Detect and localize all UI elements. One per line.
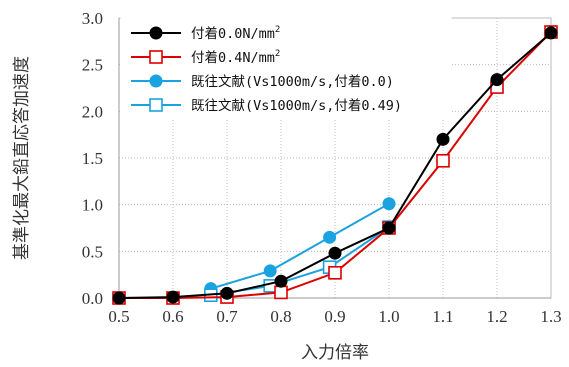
series-1	[112, 26, 558, 305]
legend-label: 既往文献(Vs1000m/s,付着0.0)	[191, 73, 394, 90]
tick-labels: 0.5 0.6 0.7 0.8 0.9 1.0 1.1 1.2 1.3 0.0 0.5 1.0 1.5 2…	[82, 9, 562, 326]
y-tick-label: 2.5	[82, 56, 103, 75]
x-tick-label: 0.6	[162, 307, 183, 326]
series-layer	[112, 25, 558, 305]
data-point	[274, 274, 288, 288]
data-point	[323, 230, 337, 244]
legend-item: 既往文献(Vs1000m/s,付着0.0)	[131, 73, 394, 90]
legend-marker	[149, 74, 163, 88]
legend-item: 付着0.0N/mm2	[131, 25, 280, 42]
x-axis-title: 入力倍率	[301, 343, 369, 363]
legend-marker	[149, 50, 163, 64]
data-point	[544, 26, 558, 40]
data-point	[328, 246, 342, 260]
data-point	[436, 154, 450, 168]
legend-label: 付着0.4N/mm2	[191, 49, 280, 66]
y-tick-label: 0.5	[82, 242, 103, 261]
legend-box	[120, 17, 452, 119]
y-tick-label: 2.0	[82, 102, 103, 121]
data-point	[490, 73, 504, 87]
x-tick-label: 0.8	[270, 307, 291, 326]
series-line	[210, 202, 390, 290]
data-point	[112, 291, 126, 305]
data-point	[328, 265, 342, 280]
x-tick-label: 1.0	[378, 307, 399, 326]
x-tick-label: 0.7	[216, 307, 238, 326]
x-tick-label: 1.1	[432, 307, 453, 326]
y-axis-title: 基準化最大鉛直応答加速度	[12, 56, 32, 260]
y-tick-label: 1.5	[82, 149, 103, 168]
data-point	[166, 290, 180, 304]
legend-marker	[149, 98, 163, 112]
legend-item: 付着0.4N/mm2	[131, 49, 280, 66]
x-tick-label: 1.3	[540, 307, 561, 326]
data-point	[382, 197, 396, 211]
y-tick-label: 3.0	[82, 9, 103, 28]
legend-marker	[149, 26, 163, 40]
y-tick-label: 0.0	[82, 289, 103, 308]
legend-item: 既往文献(Vs1000m/s,付着0.49)	[131, 97, 402, 114]
data-point	[382, 221, 396, 235]
data-point	[274, 285, 288, 300]
y-tick-label: 1.0	[82, 196, 103, 215]
data-point	[436, 132, 450, 146]
data-point	[263, 264, 277, 278]
data-point	[220, 286, 234, 300]
legend: 付着0.0N/mm2 付着0.4N/mm2 既往文献(Vs1000m/s,付着0.0…	[120, 17, 452, 119]
legend-label: 付着0.0N/mm2	[191, 25, 280, 42]
x-tick-label: 0.5	[108, 307, 129, 326]
x-tick-label: 1.2	[486, 307, 507, 326]
x-tick-label: 0.9	[324, 307, 345, 326]
legend-label: 既往文献(Vs1000m/s,付着0.49)	[191, 97, 402, 114]
